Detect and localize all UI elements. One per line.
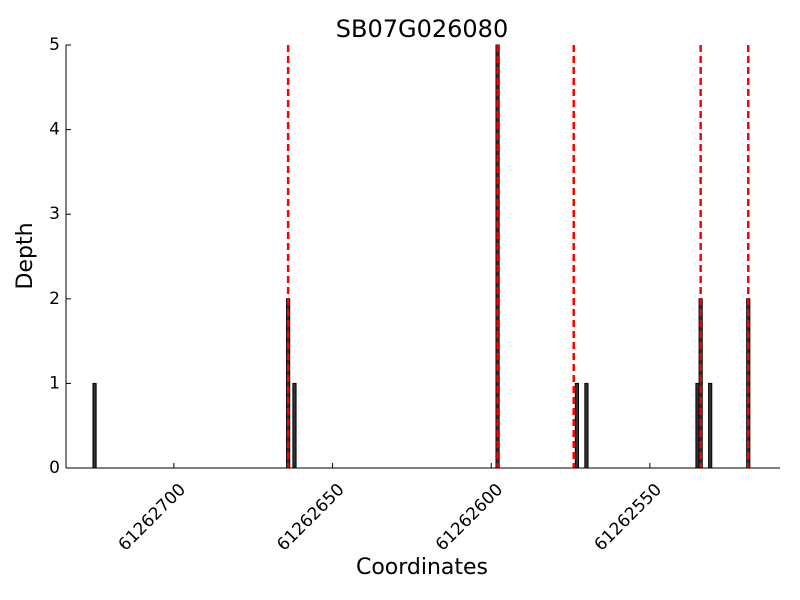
bar: [292, 382, 297, 469]
x-axis-label: Coordinates: [356, 555, 488, 580]
bar: [708, 382, 713, 469]
y-tick-label: 5: [49, 35, 60, 55]
x-tick-label: 61262700: [115, 480, 190, 555]
y-tick-label: 3: [49, 204, 60, 224]
x-tick-label: 61262650: [273, 480, 348, 555]
bar: [574, 382, 579, 469]
x-tick-label: 61262550: [591, 480, 666, 555]
y-tick-label: 2: [49, 289, 60, 309]
y-axis-label: Depth: [13, 222, 38, 289]
x-tick-label: 61262600: [432, 480, 507, 555]
y-tick-label: 0: [49, 458, 60, 478]
bar: [92, 382, 97, 469]
bar: [584, 382, 589, 469]
chart-title: SB07G026080: [336, 15, 508, 43]
y-tick-label: 4: [49, 120, 60, 140]
y-tick-label: 1: [49, 373, 60, 393]
